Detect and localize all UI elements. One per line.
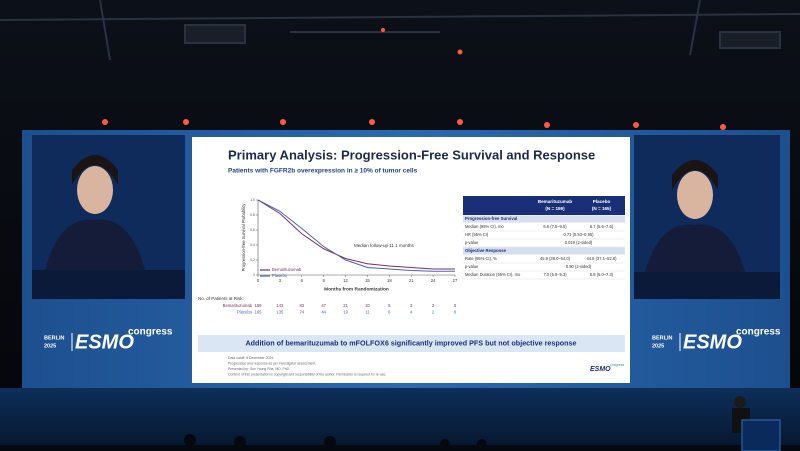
row-label: HR (95% CI) <box>465 232 489 237</box>
at-risk-count: 165 <box>255 310 263 315</box>
brand-suffix: congress <box>736 327 781 338</box>
stage-lights <box>102 28 726 130</box>
banner: Addition of bemarituzumab to mFOLFOX6 si… <box>245 338 576 347</box>
city-label: BERLIN <box>44 335 65 341</box>
column-header-n: (N = 165) <box>592 206 612 211</box>
section-header <box>463 215 625 223</box>
cell: 5.8 (5.0–7.3) <box>590 272 614 277</box>
at-risk-count: 21 <box>343 303 348 308</box>
x-tick-label: 24 <box>431 278 436 283</box>
x-tick-label: 18 <box>387 278 392 283</box>
at-risk-count: 4 <box>410 310 413 315</box>
x-axis-title: Months from Randomization <box>324 286 389 292</box>
x-tick-label: 21 <box>409 278 414 283</box>
column-header: Placebo <box>593 199 611 204</box>
video-panel-left <box>32 135 185 299</box>
x-tick-label: 3 <box>279 278 282 283</box>
cell: 7.0 (5.9–9.3) <box>543 272 567 277</box>
at-risk-row-label: Placebo <box>237 310 253 315</box>
footnote: Data cutoff: 6 December 2024. <box>228 356 274 360</box>
legend-label: Placebo <box>272 273 288 278</box>
at-risk-title: No. of Patients at Risk: <box>198 296 244 301</box>
km-curve <box>257 199 455 272</box>
cell: 45.9 (38.0–54.0) <box>540 256 571 261</box>
floor <box>0 388 800 451</box>
at-risk-count: 0 <box>454 310 457 315</box>
ceiling-rig <box>0 0 800 61</box>
slide-logo-suffix: congress <box>610 363 624 367</box>
annotation: Median follow-up 11.1 months <box>354 243 414 248</box>
city-label: BERLIN <box>652 335 673 341</box>
footnote: Content of this presentation is copyrigh… <box>228 372 386 376</box>
at-risk-count: 11 <box>365 310 370 315</box>
table-header <box>463 196 625 215</box>
at-risk-row-label: Bemarituzumab <box>223 303 253 308</box>
year-label: 2025 <box>44 343 56 349</box>
y-tick-label: 0.6 <box>250 228 255 232</box>
at-risk-count: 44 <box>321 310 326 315</box>
at-risk-count: 2 <box>432 310 435 315</box>
x-tick-label: 15 <box>365 278 370 283</box>
at-risk-count: 2 <box>432 303 435 308</box>
video-panel-right <box>634 135 780 299</box>
y-axis-title: Progression-free Survival Probability <box>241 203 246 272</box>
at-risk-count: 74 <box>299 310 304 315</box>
cell: 0.019 (2-sided) <box>565 240 593 245</box>
at-risk-count: 83 <box>299 303 304 308</box>
x-tick-label: 12 <box>343 278 348 283</box>
cell: 6.7 (5.6–7.6) <box>590 224 614 229</box>
audience <box>0 434 800 451</box>
row-label: Median (95% CI), mo <box>465 224 504 229</box>
at-risk-count: 47 <box>321 303 326 308</box>
y-tick-label: 0 <box>253 273 255 277</box>
cell: 0.90 (2-sided) <box>566 264 592 269</box>
at-risk-count: 135 <box>276 310 284 315</box>
section-header <box>463 247 625 255</box>
x-tick-label: 0 <box>257 278 260 283</box>
year-label: 2025 <box>652 343 664 349</box>
brand-logo: ESMO <box>683 331 742 353</box>
column-header: Bemarituzumab <box>538 199 573 204</box>
x-tick-label: 27 <box>453 278 458 283</box>
at-risk-count: 10 <box>365 303 370 308</box>
legend-label: Bemarituzumab <box>272 267 302 272</box>
at-risk-count: 143 <box>276 303 284 308</box>
section-title: Objective Response <box>465 248 507 253</box>
footnote: Progression and response as per investig… <box>228 361 316 365</box>
y-tick-label: 1.0 <box>250 198 255 202</box>
column-header-n: (N = 159) <box>545 206 565 211</box>
slide-subtitle: Patients with FGFR2b overexpression in ≥… <box>228 168 418 175</box>
y-tick-label: 0.4 <box>250 243 255 247</box>
slide-logo: ESMO <box>590 366 611 373</box>
banner-bg <box>198 335 625 352</box>
podium <box>732 396 781 451</box>
brand-logo: ESMO <box>75 331 134 353</box>
slide-title: Primary Analysis: Progression-Free Survi… <box>228 147 595 162</box>
at-risk-count: 19 <box>343 310 348 315</box>
x-tick-label: 9 <box>322 278 325 283</box>
brand-suffix: congress <box>128 327 173 338</box>
row-label: p-value <box>465 240 479 245</box>
at-risk-count: 0 <box>454 303 457 308</box>
x-tick-label: 6 <box>301 278 304 283</box>
at-risk-count: 3 <box>410 303 413 308</box>
y-tick-label: 0.8 <box>250 213 255 217</box>
km-curve <box>257 199 455 270</box>
row-label: Median Duration (95% CI), mo <box>465 272 521 277</box>
row-label: p-value <box>465 264 479 269</box>
row-label: Rate (95% CI), % <box>465 256 497 261</box>
cell: 0.71 (0.53–0.95) <box>563 232 594 237</box>
at-risk-count: 6 <box>388 310 391 315</box>
at-risk-count: 5 <box>388 303 391 308</box>
at-risk-count: 159 <box>255 303 263 308</box>
y-tick-label: 0.2 <box>250 258 255 262</box>
cell: 6.6 (7.5–9.5) <box>543 224 567 229</box>
section-title: Progression-free Survival <box>465 216 517 221</box>
cell: 44.8 (37.1–52.8) <box>586 256 617 261</box>
footnote: Presented by: Sun Young Rha, MD, PhD <box>228 367 290 371</box>
